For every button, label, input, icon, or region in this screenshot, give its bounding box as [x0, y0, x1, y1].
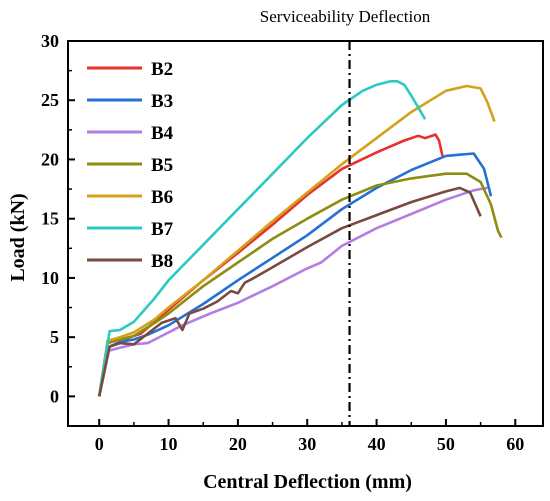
legend-label-b7: B7 — [151, 219, 174, 240]
y-tick-label: 30 — [41, 31, 59, 51]
x-tick-label: 10 — [160, 434, 178, 454]
series-layer — [97, 80, 503, 397]
legend-label-b3: B3 — [151, 91, 173, 112]
serviceability-annotation: Serviceability Deflection — [260, 7, 431, 26]
x-tick-label: 50 — [437, 434, 455, 454]
axis-layer: 0 10 20 30 40 50 60 0 5 10 15 20 25 30 — [41, 31, 524, 454]
x-axis-title: Central Deflection (mm) — [203, 471, 412, 493]
y-tick-label: 20 — [41, 149, 59, 169]
y-tick-label: 0 — [50, 386, 59, 406]
y-tick-label: 10 — [41, 268, 59, 288]
x-tick-label: 40 — [368, 434, 386, 454]
x-tick-label: 60 — [506, 434, 524, 454]
series-line-b8 — [97, 186, 482, 397]
x-tick-label: 0 — [95, 434, 104, 454]
legend-label-b8: B8 — [151, 251, 173, 272]
plot-frame — [67, 40, 544, 427]
series-line-b3 — [97, 152, 493, 397]
series-line-b7 — [97, 80, 427, 397]
legend: B2 B3 B4 B5 B6 B7 B8 — [87, 59, 174, 272]
y-tick-label: 25 — [41, 90, 59, 110]
y-axis-title: Load (kN) — [7, 193, 29, 281]
legend-label-b5: B5 — [151, 155, 173, 176]
x-tick-label: 30 — [298, 434, 316, 454]
x-tick-label: 20 — [229, 434, 247, 454]
legend-label-b4: B4 — [151, 123, 174, 144]
series-line-b6 — [97, 84, 496, 397]
y-tick-label: 15 — [41, 209, 59, 229]
series-line-b5 — [97, 172, 503, 397]
legend-label-b6: B6 — [151, 187, 173, 208]
y-tick-label: 5 — [50, 327, 59, 347]
legend-label-b2: B2 — [151, 59, 173, 80]
